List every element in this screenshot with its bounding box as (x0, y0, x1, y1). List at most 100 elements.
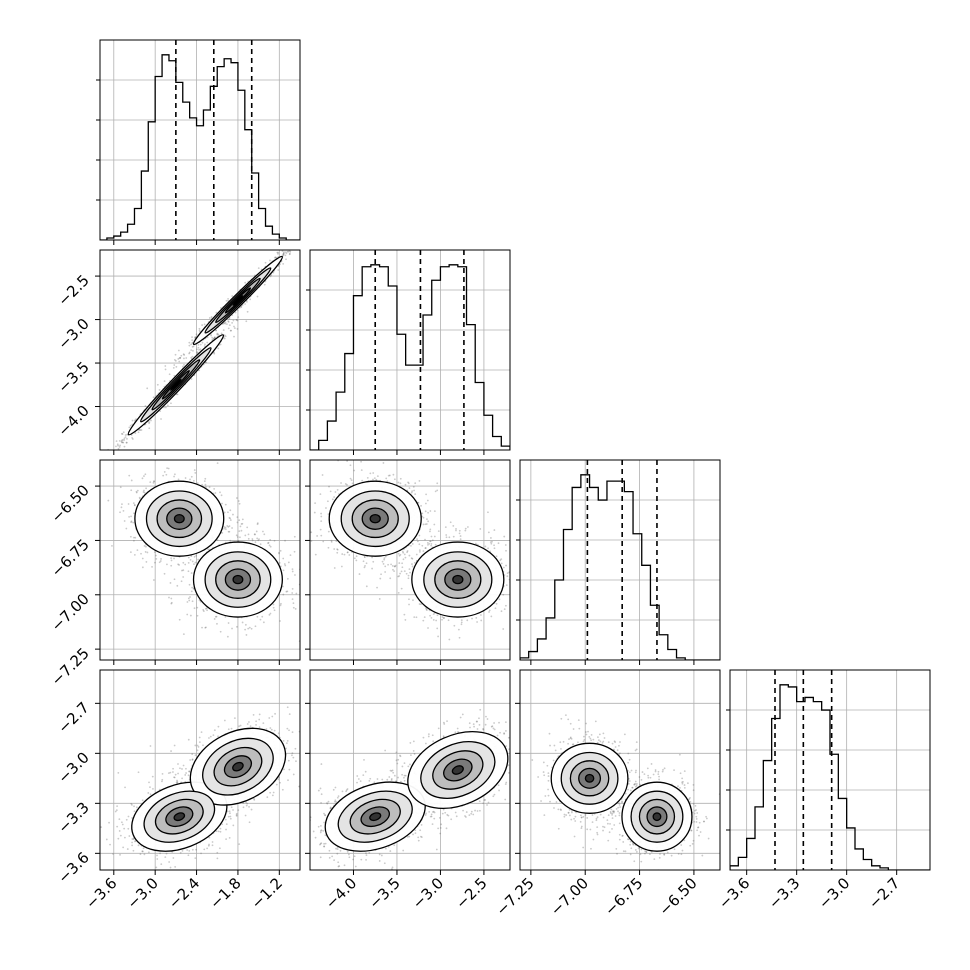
scatter-point (245, 320, 248, 323)
scatter-point (188, 583, 191, 586)
scatter-point (199, 343, 202, 346)
scatter-point (122, 438, 124, 441)
scatter-point (279, 620, 281, 622)
scatter-point (363, 556, 366, 558)
scatter-point (343, 553, 346, 556)
y-tick-label: −3.0 (54, 315, 92, 353)
scatter-point (399, 482, 402, 485)
scatter-point (279, 604, 282, 607)
scatter-point (130, 520, 133, 523)
scatter-point (288, 245, 290, 247)
scatter-point (215, 329, 217, 332)
scatter-point (170, 557, 173, 560)
density-contour (232, 574, 244, 585)
scatter-point (263, 283, 266, 286)
scatter-point (126, 433, 129, 436)
scatter-point (475, 616, 478, 619)
y-tick-label: −7.00 (48, 590, 93, 635)
scatter-point (314, 553, 317, 556)
scatter-point (267, 542, 269, 545)
scatter-point (291, 568, 294, 571)
scatter-point (259, 618, 262, 621)
scatter-point (223, 511, 226, 514)
scatter-point (272, 606, 275, 609)
scatter-point (224, 616, 227, 618)
scatter-point (129, 424, 132, 427)
scatter-point (423, 616, 426, 619)
scatter-point (187, 597, 190, 600)
scatter-point (236, 536, 239, 538)
scatter-point (128, 474, 131, 477)
scatter-point (208, 317, 211, 319)
scatter-point (216, 333, 219, 336)
scatter-point (169, 582, 172, 584)
scatter-point (336, 548, 339, 551)
scatter-point (421, 512, 424, 515)
scatter-point (394, 564, 397, 567)
scatter-point (141, 566, 144, 569)
scatter-point (155, 557, 158, 560)
scatter-point (285, 258, 287, 261)
scatter-point (411, 543, 414, 545)
scatter-point (401, 566, 404, 569)
scatter-point (399, 572, 401, 575)
scatter-point (184, 477, 187, 479)
scatter-point (310, 531, 313, 534)
scatter-point (393, 570, 396, 573)
scatter-point (191, 339, 194, 342)
scatter-point (133, 539, 135, 542)
scatter-point (168, 596, 170, 599)
scatter-point (143, 475, 145, 477)
scatter-point (287, 250, 290, 253)
scatter-point (216, 332, 219, 335)
scatter-point (224, 321, 227, 324)
scatter-point (210, 315, 213, 318)
scatter-point (190, 590, 193, 593)
density-contour (170, 378, 182, 391)
scatter-point (355, 555, 358, 558)
scatter-point (197, 558, 199, 561)
scatter-point (233, 327, 236, 330)
scatter-point (197, 344, 200, 346)
scatter-point (131, 436, 133, 439)
scatter-point (348, 554, 351, 556)
scatter-point (408, 487, 411, 489)
scatter-point (138, 496, 141, 499)
scatter-point (497, 542, 500, 545)
scatter-point (325, 507, 327, 509)
scatter-point (375, 478, 378, 481)
scatter-point (366, 476, 369, 479)
scatter-point (190, 378, 193, 380)
scatter-point (189, 478, 191, 481)
scatter-point (300, 243, 302, 245)
scatter-point (132, 536, 135, 539)
scatter-point (282, 593, 285, 596)
scatter-point (392, 568, 394, 571)
scatter-point (346, 551, 349, 554)
scatter-point (212, 337, 215, 340)
scatter-point (181, 569, 183, 572)
scatter-point (162, 474, 165, 477)
scatter-point (179, 357, 182, 359)
scatter-point (294, 246, 296, 248)
scatter-point (188, 341, 191, 344)
scatter-point (387, 563, 389, 566)
scatter-point (219, 491, 221, 494)
scatter-point (129, 535, 132, 538)
scatter-point (141, 477, 144, 480)
scatter-point (136, 549, 139, 552)
scatter-point (247, 537, 250, 540)
scatter-point (289, 554, 292, 557)
scatter-point (247, 533, 250, 536)
scatter-point (190, 356, 193, 359)
scatter-point (245, 634, 248, 636)
scatter-point (411, 563, 413, 565)
scatter-point (498, 598, 501, 601)
scatter-point (399, 477, 402, 480)
scatter-point (288, 252, 291, 255)
scatter-point (322, 540, 325, 543)
scatter-point (430, 535, 433, 538)
scatter-point (184, 563, 187, 566)
scatter-point (406, 551, 409, 554)
scatter-point (276, 251, 279, 254)
